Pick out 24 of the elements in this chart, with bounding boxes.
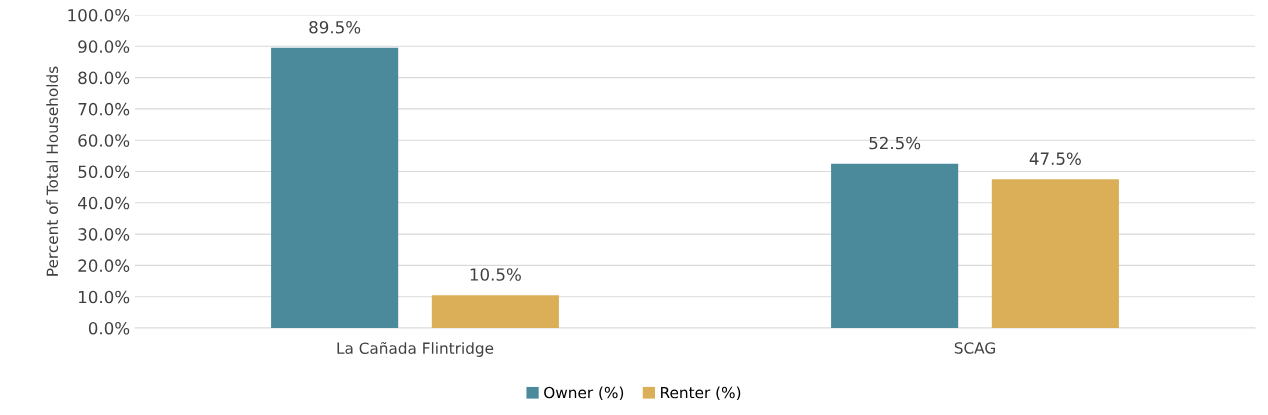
y-tick-label: 30.0% (78, 228, 130, 241)
y-tick-label: 40.0% (78, 196, 130, 210)
data-label: 10.5% (470, 268, 521, 281)
y-tick-label: 90.0% (78, 40, 130, 53)
data-label: 47.5% (1029, 152, 1081, 165)
y-tick-label: 80.0% (78, 71, 130, 85)
y-tick-label: 10.0% (79, 290, 130, 304)
x-tick-label: La Cañada Flintridge (337, 341, 494, 357)
bar (271, 47, 399, 328)
y-tick-label: 60.0% (78, 134, 130, 147)
y-tick-label: 100.0% (68, 8, 130, 22)
bar (831, 163, 959, 328)
bar (991, 179, 1119, 328)
y-axis-title: Percent of Total Households (46, 66, 59, 276)
y-tick-label: 0.0% (88, 321, 130, 335)
bar (431, 295, 559, 328)
legend-label: Renter (%) (661, 386, 741, 401)
x-tick-label: SCAG (954, 342, 995, 354)
data-label: 89.5% (309, 20, 361, 34)
legend-label: Owner (%) (544, 386, 624, 401)
y-tick-label: 20.0% (78, 259, 130, 272)
y-tick-label: 50.0% (78, 165, 130, 179)
y-tick-label: 70.0% (78, 102, 130, 116)
data-label: 52.5% (869, 136, 921, 150)
